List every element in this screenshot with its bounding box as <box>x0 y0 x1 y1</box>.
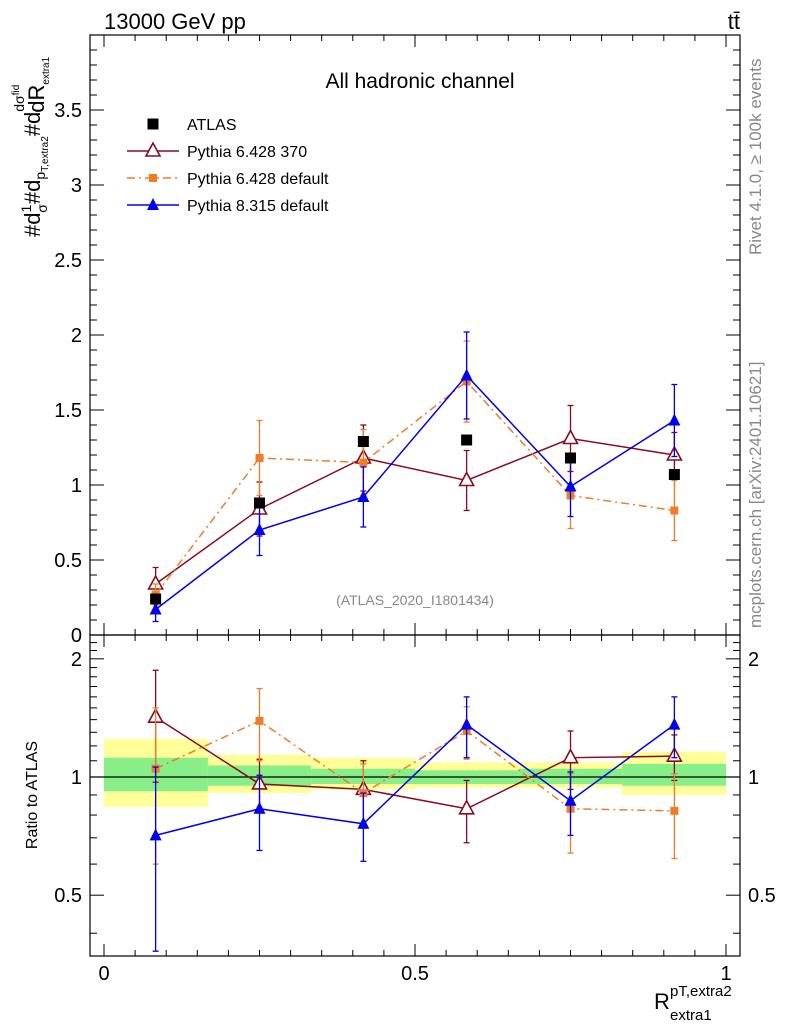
y-tick-label-top: 3 <box>71 175 82 197</box>
ratio-point-pythia-6-428-default <box>255 716 264 725</box>
y-tick-label-bottom-right: 0.5 <box>748 885 776 907</box>
point-pythia-8-315-default <box>149 602 162 615</box>
y-tick-label-top: 3.5 <box>54 100 82 122</box>
y-tick-label-top: 1 <box>71 475 82 497</box>
legend-marker-pythia-8-315-default <box>147 198 159 210</box>
svg-text:#d1σ#dpT,extra2#ddσfiddRextra1: #d1σ#dpT,extra2#ddσfiddRextra1 <box>11 56 52 237</box>
x-axis-label: R pT,extra2 extra1 <box>654 983 732 1024</box>
svg-text:extra1: extra1 <box>670 1007 712 1024</box>
y-tick-label-bottom-right: 2 <box>748 649 759 671</box>
ratio-point-pythia-8-315-default <box>668 717 681 730</box>
y-tick-label-bottom: 0.5 <box>54 885 82 907</box>
top-series-layer <box>147 331 683 623</box>
analysis-id: (ATLAS_2020_I1801434) <box>336 592 494 608</box>
point-pythia-8-315-default <box>357 490 370 502</box>
legend-label-pythia-8-315-default: Pythia 8.315 default <box>187 198 329 215</box>
legend-label-atlas: ATLAS <box>187 117 237 134</box>
point-atlas <box>254 497 265 509</box>
point-pythia-6-428-370 <box>458 470 475 487</box>
chart-title: All hadronic channel <box>325 70 514 93</box>
point-pythia-6-428-default <box>255 454 264 462</box>
y-tick-label-top: 0 <box>71 625 82 647</box>
ratio-point-pythia-6-428-370 <box>458 799 475 815</box>
x-tick-label: 1 <box>720 963 731 985</box>
axis-ticks: 0 0.5 1 0 0.5 1 1.5 2 2.5 3 3.5 0.5 0.5 1 1 2 2 <box>54 34 776 985</box>
y-tick-label-bottom: 1 <box>71 767 82 789</box>
ratio-point-pythia-6-428-370 <box>562 747 579 764</box>
x-tick-label: 0.5 <box>401 963 429 985</box>
ratio-point-pythia-8-315-default <box>357 816 370 829</box>
y-tick-label-top: 1.5 <box>54 400 82 422</box>
y-tick-label-bottom: 2 <box>71 649 82 671</box>
ratio-line-pythia-8-315-default <box>155 723 675 837</box>
ratio-line-pythia-6-428-370 <box>155 716 675 810</box>
line-pythia-6-428-default <box>155 380 675 595</box>
point-pythia-8-315-default <box>460 368 473 381</box>
point-pythia-8-315-default <box>668 413 681 426</box>
y-tick-label-top: 2.5 <box>54 250 82 272</box>
point-atlas <box>565 452 576 464</box>
point-atlas <box>357 436 369 447</box>
svg-text:pT,extra2: pT,extra2 <box>670 983 732 1000</box>
mcplots-label: mcplots.cern.ch [arXiv:2401.10621] <box>746 362 765 628</box>
legend: ATLAS Pythia 6.428 370 Pythia 6.428 defaul… <box>127 117 329 215</box>
y-axis-label-top: #d1σ#dpT,extra2#ddσfiddRextra1 <box>11 56 52 237</box>
ratio-point-pythia-8-315-default <box>149 828 162 841</box>
y-tick-label-bottom-right: 1 <box>748 767 759 789</box>
uncertainty-bands <box>90 738 740 807</box>
point-pythia-6-428-370 <box>562 428 579 445</box>
svg-text:R: R <box>654 989 670 1014</box>
ratio-series-layer <box>147 669 683 952</box>
rivet-label: Rivet 4.1.0, ≥ 100k events <box>746 59 765 255</box>
point-pythia-6-428-default <box>670 506 679 515</box>
x-tick-label: 0 <box>98 963 109 985</box>
legend-marker-pythia-6-428-370 <box>144 141 162 157</box>
ratio-point-pythia-8-315-default <box>253 801 266 814</box>
point-atlas <box>668 469 680 480</box>
legend-label-pythia-6-428-370: Pythia 6.428 370 <box>187 144 307 161</box>
y-axis-label-bottom: Ratio to ATLAS <box>24 741 41 849</box>
point-pythia-8-315-default <box>564 479 577 492</box>
point-atlas <box>150 593 162 605</box>
y-tick-label-top: 2 <box>71 325 82 347</box>
legend-label-pythia-6-428-default: Pythia 6.428 default <box>187 171 329 188</box>
ratio-point-pythia-8-315-default <box>460 717 473 730</box>
line-pythia-8-315-default <box>155 374 675 611</box>
y-tick-label-top: 0.5 <box>54 550 82 572</box>
line-pythia-6-428-370 <box>155 437 675 585</box>
ratio-line-pythia-6-428-default <box>155 720 675 812</box>
legend-marker-pythia-6-428-default <box>149 174 157 182</box>
process-label: tt̄ <box>728 9 740 34</box>
point-pythia-6-428-default <box>359 458 368 467</box>
energy-label: 13000 GeV pp <box>104 9 246 34</box>
point-atlas <box>461 434 473 446</box>
ratio-point-pythia-8-315-default <box>564 793 577 806</box>
ratio-point-pythia-6-428-default <box>670 806 679 815</box>
point-pythia-8-315-default <box>253 523 266 535</box>
legend-marker-atlas <box>147 118 159 130</box>
